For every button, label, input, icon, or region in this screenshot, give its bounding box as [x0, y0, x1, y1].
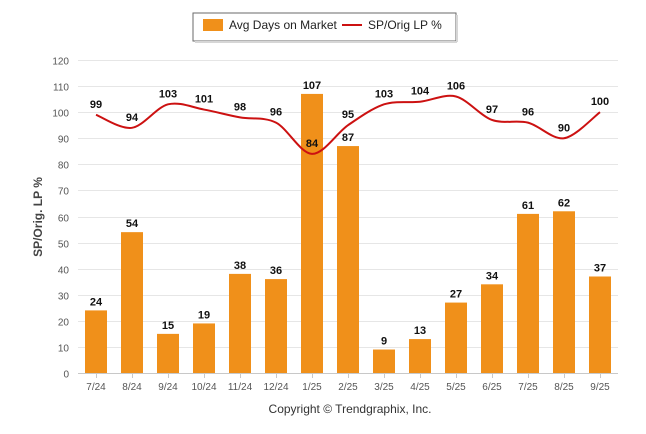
bar-data-label: 61	[522, 200, 534, 212]
line-data-label: 94	[126, 112, 139, 124]
bar-data-label: 87	[342, 132, 354, 144]
x-tick-label: 6/25	[482, 382, 502, 393]
bar	[517, 213, 539, 373]
line-data-labels: 99 94 103 101 98 96 84 95 103 104 106 97 96 90 100	[90, 81, 609, 150]
x-tick-label: 7/24	[86, 382, 106, 393]
y-tick-label: 120	[52, 57, 69, 68]
bar-data-label: 36	[270, 265, 282, 277]
bar-series	[85, 93, 611, 374]
x-tick-label: 8/25	[554, 382, 574, 393]
line-data-label: 99	[90, 99, 102, 111]
bar-data-label: 54	[126, 218, 139, 230]
copyright-text: Copyright © Trendgraphix, Inc.	[269, 402, 432, 416]
line-data-label: 103	[159, 88, 177, 100]
legend-label-sp: SP/Orig LP %	[368, 18, 442, 32]
y-tick-label: 70	[58, 187, 70, 198]
bar	[229, 273, 251, 373]
bar	[373, 349, 395, 373]
line-data-label: 104	[411, 86, 430, 98]
y-tick-label: 90	[58, 135, 70, 146]
line-data-label: 84	[306, 138, 319, 150]
bar-data-label: 37	[594, 262, 606, 274]
bar	[409, 339, 431, 373]
bar	[589, 276, 611, 373]
y-tick-label: 50	[58, 240, 70, 251]
bar	[121, 232, 143, 373]
y-tick-label: 100	[52, 109, 69, 120]
bar-data-label: 9	[381, 336, 387, 348]
bar-data-label: 15	[162, 320, 174, 332]
y-tick-label: 10	[58, 344, 70, 355]
y-tick-label: 20	[58, 318, 70, 329]
y-axis-title: SP/Orig. LP %	[31, 177, 45, 257]
line-data-label: 90	[558, 122, 570, 134]
x-tick-label: 11/24	[228, 382, 253, 393]
bar	[301, 93, 323, 374]
bar-data-label: 24	[90, 296, 103, 308]
bar-data-label: 19	[198, 309, 210, 321]
x-tick-label: 2/25	[338, 382, 358, 393]
line-data-label: 96	[270, 107, 282, 119]
y-tick-label: 110	[53, 83, 69, 94]
legend: Avg Days on Market SP/Orig LP %	[192, 12, 458, 43]
bar	[553, 211, 575, 373]
bar-data-label: 38	[234, 260, 246, 272]
line-data-label: 98	[234, 101, 246, 113]
line-data-label: 103	[375, 88, 393, 100]
line-data-label: 96	[522, 107, 534, 119]
bar	[85, 310, 107, 373]
bar-data-label: 27	[450, 289, 462, 301]
x-tick-label: 7/25	[518, 382, 538, 393]
y-tick-label: 30	[58, 292, 70, 303]
line-series	[95, 94, 601, 155]
x-tick-label: 10/24	[191, 382, 216, 393]
x-tick-label: 1/25	[302, 382, 322, 393]
x-tick-label: 5/25	[446, 382, 466, 393]
bar	[337, 146, 359, 373]
y-axis: 0 10 20 30 40 50 60 70 80 90 100 110 120	[52, 57, 69, 381]
bar-data-label: 34	[486, 270, 499, 282]
y-tick-label: 60	[58, 214, 70, 225]
bar-data-label: 62	[558, 197, 570, 209]
x-tick-label: 3/25	[374, 382, 394, 393]
legend-swatch-days	[203, 19, 223, 31]
y-tick-label: 40	[58, 266, 70, 277]
y-tick-label: 80	[58, 161, 70, 172]
bar	[265, 279, 287, 373]
x-tick-label: 12/24	[263, 382, 288, 393]
bar-data-label: 13	[414, 325, 426, 337]
bar	[193, 323, 215, 373]
sp-orig-lp-line	[95, 94, 601, 155]
x-tick-label: 8/24	[122, 382, 142, 393]
x-tick-label: 4/25	[410, 382, 430, 393]
bar	[481, 284, 503, 373]
bar	[157, 333, 179, 373]
line-data-label: 101	[195, 94, 213, 106]
line-data-label: 106	[447, 81, 465, 93]
line-data-label: 97	[486, 104, 498, 116]
bar	[445, 302, 467, 373]
y-tick-label: 0	[63, 370, 69, 381]
x-tick-label: 9/24	[158, 382, 178, 393]
x-axis: 7/24 8/24 9/24 10/24 11/24 12/24 1/25 2/25 3/25 4…	[86, 373, 610, 393]
bar-data-labels: 24 54 15 19 38 36 107 87 9 13 27 34 61 62 37	[90, 80, 606, 348]
legend-label-days: Avg Days on Market	[229, 18, 337, 32]
legend-box	[192, 12, 457, 42]
line-data-label: 100	[591, 96, 609, 108]
bar-data-label: 107	[303, 80, 321, 92]
line-data-label: 95	[342, 109, 354, 121]
x-tick-label: 9/25	[590, 382, 610, 393]
